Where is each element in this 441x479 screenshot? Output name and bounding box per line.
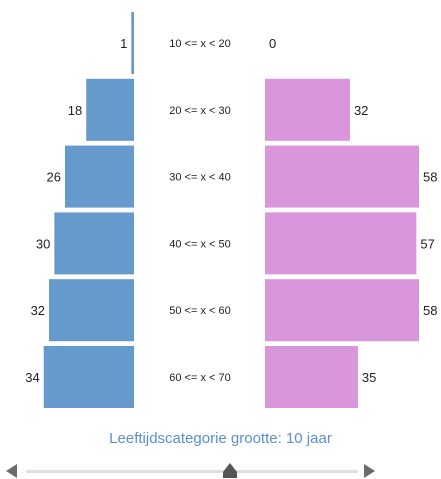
left-bar: [64, 145, 134, 208]
category-size-slider[interactable]: [0, 458, 441, 479]
right-bar-label: 32: [354, 103, 368, 118]
left-bar: [131, 12, 134, 74]
right-bar-label: 58: [423, 303, 437, 318]
right-bar-label: 57: [420, 236, 434, 251]
right-bar: [265, 212, 417, 275]
category-label: 30 <= x < 40: [169, 172, 230, 184]
left-bar: [43, 346, 134, 408]
right-bar-label: 35: [362, 370, 376, 385]
left-bar-label: 18: [68, 103, 82, 118]
slider-thumb[interactable]: [223, 463, 238, 478]
left-bar-label: 1: [120, 36, 127, 51]
right-bar-label: 0: [269, 36, 276, 51]
category-label: 50 <= x < 60: [169, 305, 230, 317]
left-bar-label: 32: [31, 303, 45, 318]
right-bar: [265, 346, 358, 408]
left-bar: [86, 78, 134, 141]
right-bar-label: 58: [423, 170, 437, 185]
right-bar: [265, 78, 350, 141]
slider-track[interactable]: [26, 470, 358, 473]
left-bar-label: 30: [36, 236, 50, 251]
left-bar-label: 34: [25, 370, 39, 385]
category-label: 20 <= x < 30: [169, 105, 230, 117]
category-size-caption: Leeftijdscategorie grootte: 10 jaar: [109, 430, 332, 447]
population-pyramid-chart: 1 10 <= x < 20 0 18 20 <= x < 30 32 26 30 <= x …: [25, 12, 437, 408]
left-bar-label: 26: [46, 170, 60, 185]
right-bar: [265, 145, 419, 208]
category-label: 60 <= x < 70: [169, 372, 230, 384]
left-bar: [54, 212, 134, 275]
triangle-right-icon[interactable]: [364, 464, 375, 478]
right-bar: [265, 279, 419, 342]
triangle-left-icon[interactable]: [6, 464, 17, 478]
category-label: 10 <= x < 20: [169, 38, 230, 50]
left-bar: [49, 279, 134, 342]
category-label: 40 <= x < 50: [169, 238, 230, 250]
